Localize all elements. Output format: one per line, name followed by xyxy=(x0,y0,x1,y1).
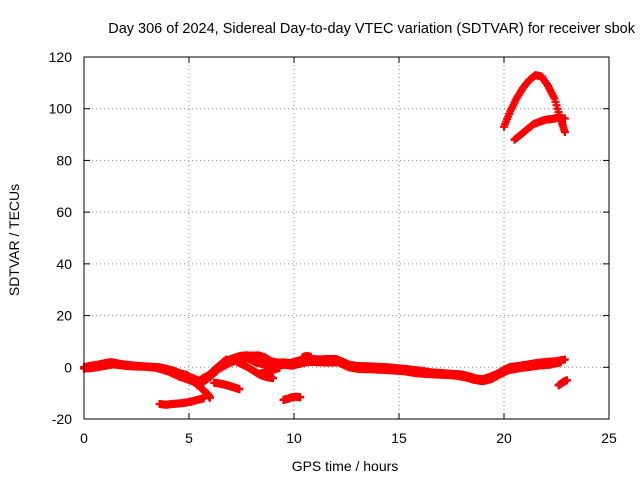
y-tick-label: 100 xyxy=(49,101,73,117)
x-tick-label: 25 xyxy=(601,430,617,446)
y-tick-label: -20 xyxy=(52,411,72,427)
data-point xyxy=(275,364,284,373)
y-tick-label: 120 xyxy=(49,49,73,65)
grid-layer xyxy=(84,57,609,419)
series-high-arc xyxy=(500,71,569,136)
x-tick-label: 10 xyxy=(286,430,302,446)
series-fragment-near-10-5-h xyxy=(298,351,315,362)
series-short-dip-near-6-5-h xyxy=(210,378,244,394)
x-tick-label: 20 xyxy=(496,430,512,446)
x-tick-label: 0 xyxy=(80,430,88,446)
chart-title: Day 306 of 2024, Sidereal Day-to-day VTE… xyxy=(108,21,636,37)
series-lower-loop-near-8-5-h xyxy=(233,358,284,383)
series-secondary-trace xyxy=(80,354,565,388)
y-tick-label: 20 xyxy=(56,308,72,324)
data-point xyxy=(222,355,231,364)
y-tick-label: 60 xyxy=(56,204,72,220)
x-tick-label: 5 xyxy=(185,430,193,446)
data-point xyxy=(560,127,569,136)
data-point xyxy=(560,355,569,364)
x-axis-label: GPS time / hours xyxy=(292,458,399,474)
data-points-layer xyxy=(80,71,571,409)
data-point xyxy=(306,352,315,361)
y-tick-label: 40 xyxy=(56,256,72,272)
plot-frame xyxy=(83,56,610,420)
series-ascending-cross-branch xyxy=(193,355,231,390)
series-lower-high-branch xyxy=(510,113,569,144)
y-tick-label: 80 xyxy=(56,152,72,168)
y-tick-label: 0 xyxy=(64,359,72,375)
series-end-fragment xyxy=(554,376,571,390)
series-low-arc-near-4-h xyxy=(155,394,208,409)
x-tick-label: 15 xyxy=(391,430,407,446)
data-point xyxy=(235,385,244,394)
series-fragment-near-9-8-h xyxy=(279,392,305,404)
data-point xyxy=(296,393,305,402)
data-point xyxy=(560,114,569,123)
data-point xyxy=(556,358,565,367)
data-point xyxy=(563,376,571,385)
y-axis-label: SDTVAR / TECUs xyxy=(6,184,22,296)
data-point xyxy=(199,394,208,403)
